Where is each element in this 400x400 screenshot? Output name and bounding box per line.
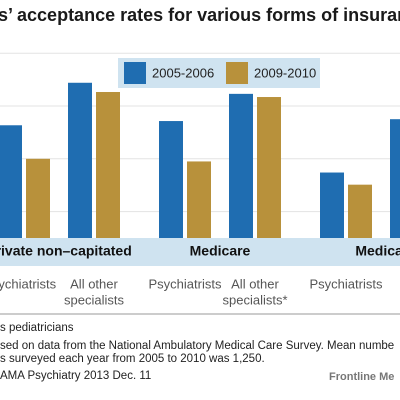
group-label: Private non–capitated	[0, 243, 132, 259]
bar	[390, 119, 400, 238]
bar	[187, 161, 211, 238]
legend-swatch	[226, 62, 248, 84]
x-tick-label: All other	[70, 276, 118, 291]
legend-box	[118, 58, 320, 88]
bar	[159, 121, 183, 238]
bar	[26, 158, 50, 238]
bar	[229, 93, 253, 238]
x-tick-label: Psychiatrists	[310, 276, 383, 291]
note: s pediatricians	[0, 322, 74, 334]
legend-label: 2005-2006	[152, 65, 214, 80]
legend-label: 2009-2010	[254, 65, 316, 80]
group-band	[0, 238, 400, 266]
note: s surveyed each year from 2005 to 2010 w…	[0, 353, 265, 365]
group-label: Medicare	[190, 243, 251, 259]
x-tick-label: specialists*	[222, 292, 287, 307]
legend-swatch	[124, 62, 146, 84]
bar	[68, 82, 92, 238]
group-label: Medicai	[355, 243, 400, 259]
note: AMA Psychiatry 2013 Dec. 11	[0, 370, 151, 382]
x-tick-label: Psychiatrists	[149, 276, 222, 291]
bar	[96, 92, 120, 239]
bar	[257, 97, 281, 238]
x-tick-label: All other	[231, 276, 279, 291]
bar	[320, 172, 344, 238]
note: sed on data from the National Ambulatory…	[0, 340, 394, 352]
chart-title: ians’ acceptance rates for various forms…	[0, 5, 400, 25]
x-tick-label: specialists	[64, 292, 124, 307]
credit: Frontline Me	[329, 371, 394, 383]
x-tick-label: sychiatrists	[0, 276, 57, 291]
bar	[0, 125, 22, 238]
bar	[348, 184, 372, 238]
